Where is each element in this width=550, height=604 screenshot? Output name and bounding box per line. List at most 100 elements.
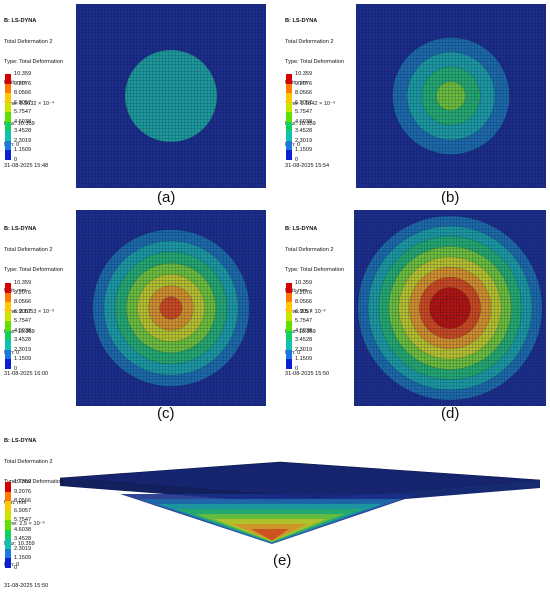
legend-label: 2.3019 — [295, 137, 313, 144]
legend-label: 3.4528 — [295, 337, 313, 343]
legend-label: 10.359 — [295, 280, 313, 286]
legend-label: 9.2076 — [14, 488, 32, 495]
legend-swatch — [5, 482, 11, 492]
result-min: Min: 0 — [4, 142, 20, 149]
caption-b: (b) — [441, 189, 460, 206]
legend-swatch — [5, 283, 11, 293]
legend-swatch — [5, 510, 11, 520]
legend-label: 2.3019 — [295, 346, 313, 353]
result-max: Max: 10.359 — [4, 329, 35, 336]
contour-plot-a — [76, 4, 266, 188]
legend-label: 6.9057 — [295, 99, 313, 106]
contour-plot-b — [356, 4, 546, 188]
legend-label: 6.9057 — [14, 507, 32, 514]
legend-swatch — [5, 558, 11, 568]
legend-label: 4.6038 — [295, 118, 313, 125]
legend-label: 5.7547 — [295, 109, 313, 115]
legend-swatch — [286, 121, 292, 131]
legend-label: 3.4528 — [14, 536, 32, 542]
legend-label: 10.359 — [14, 479, 32, 485]
result-unit: Unit: mm — [4, 287, 27, 294]
result-info: B: LS-DYNA Total Deformation 2 Type: Tot… — [285, 4, 344, 184]
legend-swatch — [286, 140, 292, 150]
legend-label: 0 — [14, 564, 18, 571]
legend-swatch — [286, 102, 292, 112]
legend-label: 10.359 — [14, 280, 32, 286]
result-info: B: LS-DYNA Total Deformation 2 Type: Tot… — [4, 4, 63, 184]
result-time: Time: 5.3632 × 10⁻⁴ — [4, 100, 55, 107]
caption-c: (c) — [157, 405, 175, 422]
result-min: Min: 0 — [4, 350, 20, 357]
legend-swatch — [5, 311, 11, 321]
result-info: B: LS-DYNA Total Deformation 2 Type: Tot… — [4, 212, 63, 392]
result-type: Type: Total Deformation — [4, 59, 63, 66]
result-name: Total Deformation 2 — [285, 38, 334, 45]
legend-label: 5.7547 — [14, 318, 32, 324]
legend-swatch — [5, 359, 11, 369]
contour-svg — [354, 210, 546, 406]
legend-label: 2.3019 — [14, 137, 32, 144]
legend-label: 9.2076 — [295, 80, 313, 87]
legend-label: 8.0566 — [295, 90, 313, 96]
legend-label: 4.6038 — [295, 327, 313, 334]
deformed-plate-svg — [59, 461, 541, 544]
app-label: B: LS-DYNA — [285, 225, 318, 232]
legend-swatch — [286, 292, 292, 302]
legend-swatch — [286, 150, 292, 160]
legend-swatch — [5, 548, 11, 558]
legend-label: 8.0566 — [14, 498, 32, 504]
legend-swatch — [5, 520, 11, 530]
legend-label: 0 — [14, 365, 18, 372]
legend-swatch — [286, 311, 292, 321]
legend-label: 9.2076 — [295, 289, 313, 296]
legend-label: 1.1509 — [295, 147, 313, 153]
legend-label: 6.9057 — [14, 308, 32, 315]
legend-label: 2.3019 — [14, 545, 32, 552]
deformation-band — [251, 529, 289, 541]
legend-swatch — [5, 131, 11, 141]
legend-label: 1.1509 — [295, 356, 313, 362]
result-max: Max: 10.359 — [285, 121, 316, 128]
legend-swatch — [5, 501, 11, 511]
legend-label: 3.4528 — [14, 337, 32, 343]
legend-label: 10.359 — [295, 71, 313, 77]
legend-label: 0 — [14, 156, 18, 163]
legend-swatch — [5, 140, 11, 150]
result-time: Time: 2.1053 × 10⁻³ — [4, 308, 54, 315]
legend-swatch — [286, 83, 292, 93]
legend-label: 10.359 — [14, 71, 32, 77]
legend-label: 1.1509 — [14, 147, 32, 153]
legend-swatch — [5, 539, 11, 549]
legend-swatch — [5, 491, 11, 501]
result-name: Total Deformation 2 — [4, 458, 53, 465]
caption-d: (d) — [441, 405, 460, 422]
legend-swatch — [5, 321, 11, 331]
app-label: B: LS-DYNA — [4, 17, 37, 24]
result-min: Min: 0 — [285, 350, 301, 357]
result-name: Total Deformation 2 — [4, 246, 53, 253]
legend-label: 2.3019 — [14, 346, 32, 353]
result-date: 31-08-2025 15:48 — [4, 162, 49, 169]
result-type: Type: Total Deformation — [285, 267, 344, 274]
result-unit: Unit: mm — [285, 287, 308, 294]
caption-a: (a) — [157, 189, 176, 206]
legend-label: 0 — [295, 365, 299, 372]
result-name: Total Deformation 2 — [4, 38, 53, 45]
result-name: Total Deformation 2 — [285, 246, 334, 253]
contour-band — [159, 296, 183, 320]
plate-mesh — [59, 461, 541, 499]
result-min: Min: 0 — [285, 142, 301, 149]
legend-swatch — [286, 131, 292, 141]
legend-label: 9.2076 — [14, 80, 32, 87]
legend-label: 8.0566 — [14, 299, 32, 305]
legend-label: 5.7547 — [14, 109, 32, 115]
legend-label: 6.9057 — [14, 99, 32, 106]
result-info: B: LS-DYNA Total Deformation 2 Type: Tot… — [4, 424, 63, 604]
legend-label: 4.6038 — [14, 327, 32, 334]
contour-band — [124, 49, 218, 143]
result-type: Type: Total Deformation — [4, 267, 63, 274]
contour-svg — [76, 4, 266, 188]
legend-swatch — [5, 292, 11, 302]
result-max: Max: 10.359 — [4, 541, 35, 548]
legend-label: 3.4528 — [14, 128, 32, 134]
